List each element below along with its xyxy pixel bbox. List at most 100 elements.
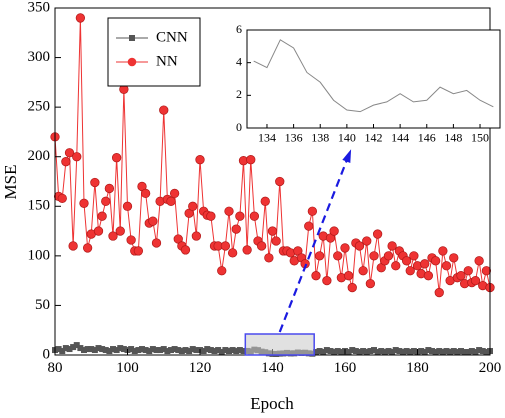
point — [323, 347, 330, 354]
series-line — [253, 39, 494, 113]
point — [381, 349, 388, 356]
point — [160, 346, 167, 353]
point — [148, 216, 158, 226]
point — [206, 211, 216, 221]
point — [240, 348, 247, 355]
point — [372, 229, 383, 239]
point — [383, 251, 394, 261]
point — [79, 198, 89, 208]
point — [128, 346, 135, 353]
point — [57, 193, 67, 204]
point — [207, 347, 214, 354]
point — [75, 13, 86, 23]
x-tick-label: 138 — [311, 131, 329, 145]
point — [193, 347, 200, 354]
y-tick-label: 350 — [28, 0, 51, 15]
point — [140, 188, 151, 199]
point — [436, 348, 443, 355]
point — [343, 271, 354, 281]
x-tick-label: 180 — [406, 360, 429, 376]
point — [349, 347, 356, 354]
point — [159, 105, 169, 115]
point — [139, 346, 145, 353]
y-tick-label: 100 — [28, 247, 51, 263]
y-axis-label: MSE — [1, 165, 20, 200]
point — [106, 348, 113, 355]
point — [264, 253, 274, 263]
point — [55, 346, 62, 353]
point — [178, 348, 185, 355]
point — [246, 155, 256, 165]
point — [175, 347, 182, 354]
y-tick-label: 50 — [35, 297, 50, 313]
x-tick-label: 160 — [334, 360, 357, 376]
point — [458, 348, 464, 355]
point — [313, 349, 319, 356]
point — [387, 241, 397, 251]
point — [354, 241, 365, 251]
point — [108, 231, 118, 241]
point — [182, 347, 189, 354]
point — [429, 348, 435, 355]
y-tick-label: 0 — [236, 120, 242, 134]
point — [334, 348, 341, 355]
point — [474, 256, 484, 266]
y-tick-label: 0 — [43, 346, 51, 362]
point — [340, 243, 350, 253]
point — [434, 287, 444, 298]
x-tick-label: 140 — [261, 360, 284, 376]
point — [77, 345, 84, 352]
x-tick-label: 148 — [444, 131, 462, 145]
point — [360, 348, 367, 355]
point — [72, 152, 82, 162]
x-tick-label: 200 — [479, 360, 502, 376]
point — [188, 201, 198, 211]
point — [59, 348, 66, 355]
point — [367, 348, 374, 355]
point — [483, 349, 490, 356]
point — [242, 245, 252, 255]
point — [362, 236, 372, 246]
point — [307, 206, 318, 216]
point — [423, 271, 434, 281]
point — [358, 266, 368, 276]
point — [320, 349, 327, 356]
point — [363, 349, 370, 356]
legend-label: CNN — [156, 29, 188, 45]
point — [82, 243, 93, 253]
point — [204, 346, 211, 353]
point — [126, 235, 136, 245]
point — [316, 348, 323, 355]
point — [117, 345, 124, 352]
point — [249, 211, 260, 221]
y-tick-label: 300 — [28, 49, 51, 65]
point — [220, 241, 231, 251]
point — [70, 344, 77, 351]
point — [122, 201, 133, 211]
point — [356, 349, 363, 356]
point — [84, 346, 91, 353]
point — [374, 349, 381, 356]
x-tick-label: 100 — [116, 360, 139, 376]
point — [81, 347, 87, 354]
point — [222, 347, 229, 354]
point — [400, 349, 406, 356]
point — [151, 238, 162, 248]
point — [110, 346, 116, 353]
point — [338, 349, 345, 356]
legend-box — [107, 17, 201, 87]
point — [465, 349, 472, 356]
point — [101, 196, 111, 206]
point — [329, 226, 339, 236]
point — [95, 345, 102, 352]
point — [224, 206, 234, 216]
point — [432, 349, 439, 356]
point — [217, 266, 227, 276]
point — [236, 347, 243, 354]
point — [456, 271, 466, 281]
point — [149, 346, 156, 353]
point — [347, 282, 357, 293]
point — [157, 347, 164, 354]
point — [461, 349, 468, 356]
point — [235, 211, 245, 221]
